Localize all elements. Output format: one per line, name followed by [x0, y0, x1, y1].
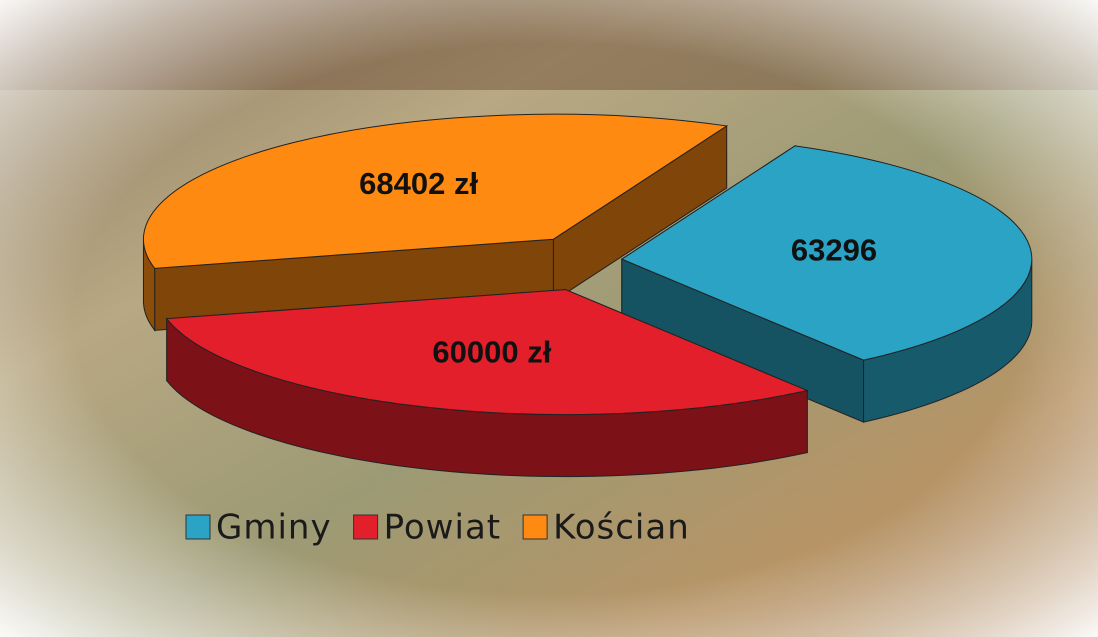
data-label: 60000 zł [432, 334, 551, 369]
pie: 63296 60000 zł 68402 zł [142, 113, 1033, 478]
pie-slice [620, 144, 1033, 423]
legend-label: Powiat [384, 508, 502, 548]
slice-top [165, 289, 809, 416]
legend-label: Kościan [553, 508, 690, 548]
legend-label: Gminy [216, 508, 332, 548]
legend: Gminy Powiat Kościan [185, 508, 690, 548]
slice-top [620, 145, 1033, 361]
data-label: 68402 zł [359, 166, 478, 201]
pie-slice [142, 113, 729, 332]
legend-swatch [185, 514, 211, 540]
legend-swatch [522, 514, 548, 540]
pie-slice [165, 288, 809, 478]
slice-top [142, 113, 729, 269]
legend-swatch [353, 514, 379, 540]
data-label: 63296 [791, 233, 877, 268]
